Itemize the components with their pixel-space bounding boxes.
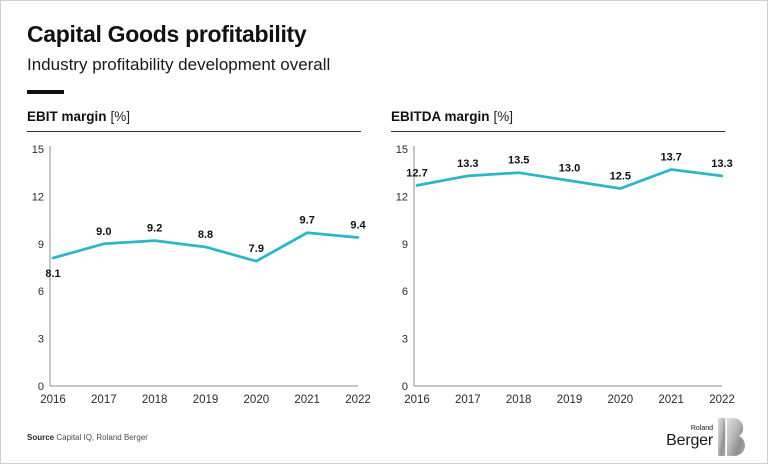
x-year-label: 2018 — [506, 394, 532, 406]
x-year-label: 2020 — [608, 394, 634, 406]
value-label: 13.7 — [660, 152, 681, 164]
logo-word-roland: Roland — [690, 425, 713, 432]
y-tick-label: 15 — [396, 144, 408, 156]
x-year-label: 2019 — [193, 394, 219, 406]
source-label: Source — [27, 432, 55, 442]
source-line: Source Capital IQ, Roland Berger — [27, 433, 148, 442]
y-tick-label: 3 — [402, 334, 408, 346]
x-year-label: 2017 — [455, 394, 481, 406]
x-year-label: 2019 — [557, 394, 583, 406]
x-year-label: 2021 — [658, 394, 684, 406]
y-tick-label: 12 — [396, 191, 408, 203]
x-year-label: 2017 — [91, 394, 117, 406]
chart-panel-ebitda: EBITDA margin [%] 0 3 6 9 12 15 2016 2017 2018 20… — [391, 109, 735, 412]
value-label: 12.7 — [406, 167, 427, 179]
ebitda-margin-line-chart: 0 3 6 9 12 15 2016 2017 2018 2019 2020 2021 2022 12.7… — [396, 144, 735, 406]
y-tick-label: 9 — [402, 239, 408, 251]
logo-wordmark: Roland Berger — [666, 425, 713, 449]
value-label: 13.0 — [559, 163, 580, 175]
value-label: 13.3 — [711, 158, 732, 170]
y-tick-label: 0 — [38, 381, 44, 393]
source-text: Capital IQ, Roland Berger — [56, 432, 148, 442]
page-header: Capital Goods profitability Industry pro… — [1, 1, 767, 94]
accent-dash — [27, 90, 64, 94]
chart-panel-ebit: EBIT margin [%] 0 3 6 9 12 15 2016 2017 2018 2019… — [27, 109, 371, 412]
value-label: 8.8 — [198, 229, 213, 241]
data-line — [415, 168, 724, 190]
y-tick-label: 9 — [38, 239, 44, 251]
x-year-label: 2018 — [142, 394, 168, 406]
x-year-label: 2022 — [345, 394, 371, 406]
value-label: 7.9 — [249, 243, 264, 255]
value-label: 9.4 — [350, 219, 366, 231]
y-tick-label: 15 — [32, 144, 44, 156]
x-year-label: 2020 — [244, 394, 270, 406]
value-label: 12.5 — [610, 171, 631, 183]
roland-berger-logo: Roland Berger — [666, 418, 745, 456]
x-year-label: 2016 — [404, 394, 430, 406]
footer: Source Capital IQ, Roland Berger Roland … — [1, 418, 767, 456]
logo-word-berger: Berger — [666, 432, 713, 449]
y-tick-label: 3 — [38, 334, 44, 346]
value-label: 9.2 — [147, 223, 162, 235]
chart-unit-ebitda: [%] — [493, 109, 514, 124]
page-subtitle: Industry profitability development overa… — [27, 55, 331, 74]
chart-header-ebitda: EBITDA margin [%] — [391, 109, 725, 132]
x-year-label: 2021 — [294, 394, 320, 406]
value-label: 8.1 — [45, 268, 60, 280]
value-label: 13.5 — [508, 155, 529, 167]
data-line — [51, 231, 360, 263]
y-tick-label: 6 — [38, 286, 44, 298]
y-tick-label: 0 — [402, 381, 408, 393]
value-label: 9.0 — [96, 226, 111, 238]
page-title: Capital Goods profitability — [27, 21, 307, 47]
roland-berger-b-icon — [718, 418, 745, 456]
chart-title-ebitda: EBITDA margin — [391, 109, 490, 124]
ebit-margin-line-chart: 0 3 6 9 12 15 2016 2017 2018 2019 2020 2021 2022 8.1 9… — [32, 144, 371, 406]
value-label: 9.7 — [300, 215, 315, 227]
charts-row: EBIT margin [%] 0 3 6 9 12 15 2016 2017 2018 2019… — [1, 109, 767, 412]
x-year-label: 2022 — [709, 394, 735, 406]
value-label: 13.3 — [457, 158, 478, 170]
chart-header-ebit: EBIT margin [%] — [27, 109, 361, 132]
chart-title-ebit: EBIT margin — [27, 109, 107, 124]
y-tick-label: 6 — [402, 286, 408, 298]
x-year-label: 2016 — [40, 394, 66, 406]
chart-unit-ebit: [%] — [110, 109, 131, 124]
y-tick-label: 12 — [32, 191, 44, 203]
